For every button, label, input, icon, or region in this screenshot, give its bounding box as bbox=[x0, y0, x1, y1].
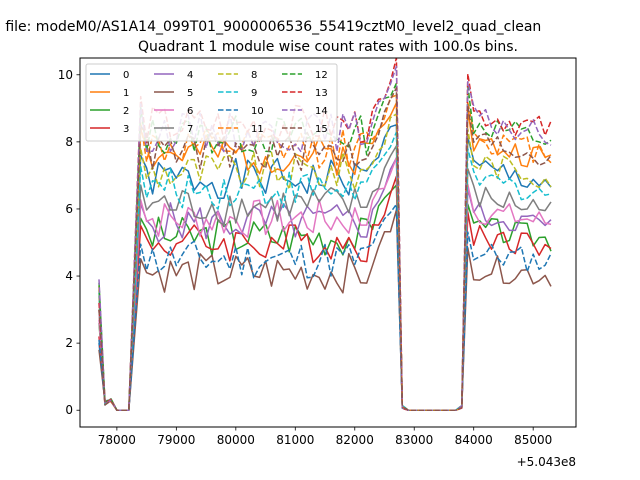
y-tick-label: 10 bbox=[58, 68, 73, 82]
series-line-15 bbox=[98, 87, 552, 411]
legend-label-11: 11 bbox=[251, 124, 264, 135]
legend-label-14: 14 bbox=[315, 106, 328, 117]
x-tick-label: 85000 bbox=[514, 433, 552, 447]
series-line-6 bbox=[98, 156, 552, 411]
legend-label-4: 4 bbox=[187, 70, 193, 81]
plot-area-frame bbox=[79, 57, 577, 428]
series-line-9 bbox=[98, 131, 552, 411]
legend-label-0: 0 bbox=[123, 70, 129, 81]
legend-label-6: 6 bbox=[187, 106, 193, 117]
series-line-10 bbox=[98, 203, 552, 411]
legend-label-3: 3 bbox=[123, 124, 129, 135]
series-line-2 bbox=[98, 184, 552, 411]
legend-label-10: 10 bbox=[251, 106, 264, 117]
y-tick-label: 4 bbox=[65, 269, 73, 283]
y-tick-label: 8 bbox=[65, 135, 73, 149]
x-tick-label: 78000 bbox=[98, 433, 136, 447]
x-tick-label: 84000 bbox=[455, 433, 493, 447]
y-tick-label: 6 bbox=[65, 202, 73, 216]
x-tick-label: 81000 bbox=[276, 433, 314, 447]
series-line-0 bbox=[98, 124, 552, 411]
legend-label-2: 2 bbox=[123, 106, 129, 117]
series-line-12 bbox=[98, 82, 552, 411]
figure-suptitle: n file: modeM0/AS1A14_099T01_9000006536_… bbox=[0, 19, 541, 35]
legend-label-15: 15 bbox=[315, 124, 328, 135]
legend-label-8: 8 bbox=[251, 70, 257, 81]
x-tick-label: 82000 bbox=[336, 433, 374, 447]
x-tick-label: 83000 bbox=[395, 433, 433, 447]
legend-label-9: 9 bbox=[251, 88, 257, 99]
series-line-5 bbox=[98, 209, 552, 411]
series-line-4 bbox=[98, 157, 552, 411]
legend-box bbox=[85, 63, 338, 142]
legend-label-7: 7 bbox=[187, 124, 193, 135]
series-line-7 bbox=[98, 145, 552, 411]
legend-label-13: 13 bbox=[315, 88, 328, 99]
legend-label-5: 5 bbox=[187, 88, 193, 99]
legend-label-1: 1 bbox=[123, 88, 129, 99]
series-line-3 bbox=[98, 175, 552, 411]
y-tick-label: 2 bbox=[65, 336, 73, 350]
x-axis: 78000 79000 80000 81000 82000 83000 84000 85000 bbox=[98, 427, 552, 447]
y-tick-label: 0 bbox=[65, 403, 73, 417]
y-axis: 0 2 4 6 8 10 bbox=[58, 68, 80, 417]
x-axis-offset-label: +5.043e8 bbox=[517, 455, 576, 469]
chart-title: Quadrant 1 module wise count rates with … bbox=[138, 39, 518, 55]
legend-label-12: 12 bbox=[315, 70, 328, 81]
series-line-8 bbox=[98, 113, 552, 411]
x-tick-label: 80000 bbox=[217, 433, 255, 447]
series-line-14 bbox=[98, 65, 552, 411]
x-tick-label: 79000 bbox=[157, 433, 195, 447]
series-line-11 bbox=[98, 94, 552, 411]
